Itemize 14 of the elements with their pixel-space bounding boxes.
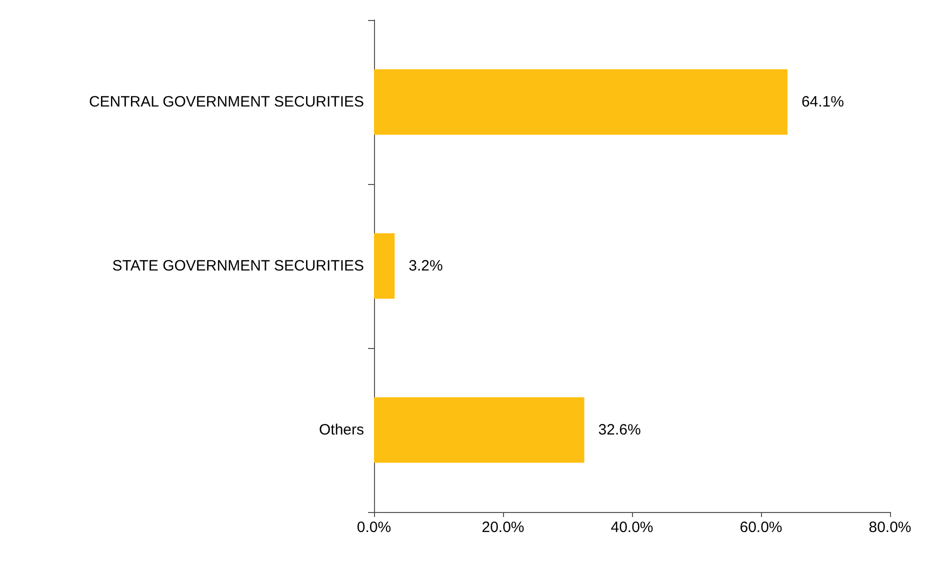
data-label: 32.6% <box>598 422 641 438</box>
x-tick-label: 40.0% <box>610 519 654 536</box>
x-tick-label: 0.0% <box>356 519 392 536</box>
x-tick-label: 80.0% <box>868 519 912 536</box>
y-tick-label: STATE GOVERNMENT SECURITIES <box>112 258 364 274</box>
data-label: 3.2% <box>408 258 443 274</box>
data-label: 64.1% <box>801 94 844 110</box>
x-tick-label: 20.0% <box>482 519 524 536</box>
y-tick-label: CENTRAL GOVERNMENT SECURITIES <box>88 94 364 110</box>
bar <box>374 69 788 135</box>
bar <box>374 397 584 463</box>
x-tick-label: 60.0% <box>740 519 782 536</box>
bar <box>374 233 395 299</box>
y-tick-label: Others <box>318 422 364 438</box>
